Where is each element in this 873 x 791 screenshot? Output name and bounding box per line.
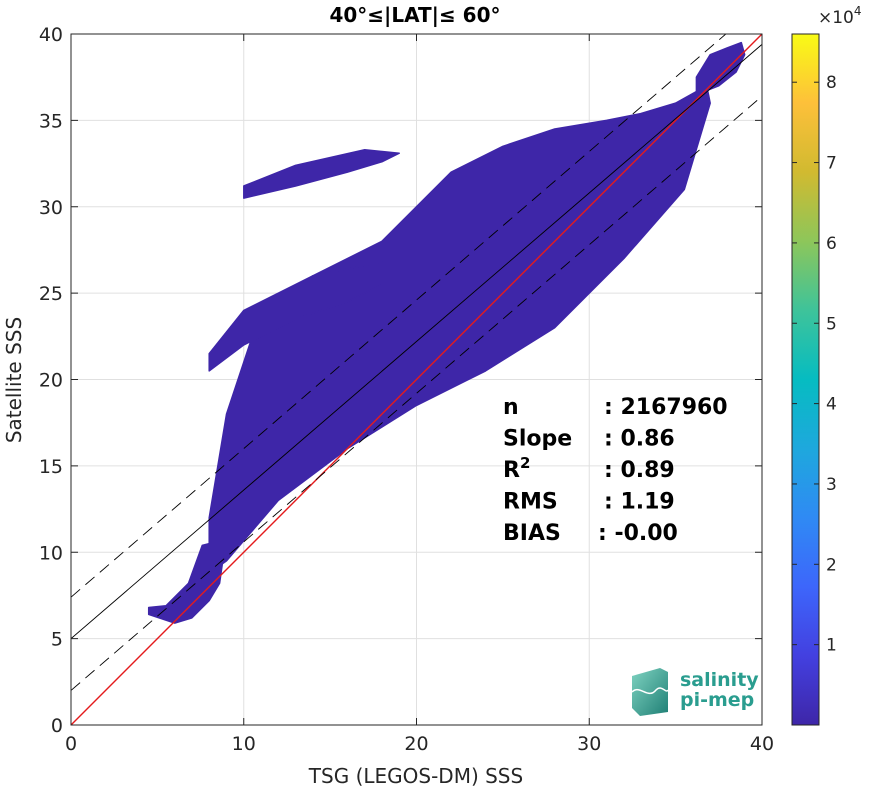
density-region-2 <box>695 41 746 96</box>
y-tick-label-7: 35 <box>39 110 63 132</box>
stat-label-3: RMS <box>503 490 558 515</box>
colorbar-tick-label-2: 3 <box>826 475 837 495</box>
x-tick-label-1: 10 <box>232 733 256 755</box>
regression-lines <box>71 34 762 725</box>
x-axis-title: TSG (LEGOS-DM) SSS <box>308 764 523 788</box>
stat-label-0: n <box>503 395 519 420</box>
y-tick-label-8: 40 <box>39 24 63 46</box>
x-tick-label-3: 30 <box>577 733 601 755</box>
y-tick-label-2: 10 <box>39 542 63 564</box>
density-cloud <box>147 41 746 624</box>
density-region-3 <box>243 148 400 199</box>
stat-label-4: BIAS <box>503 521 561 546</box>
logo-line2: pi-mep <box>680 689 754 711</box>
x-tick-label-0: 0 <box>65 733 77 755</box>
colorbar-ticks: 1 2 3 4 5 6 7 8 <box>792 73 837 656</box>
x-axis: 0 10 20 30 40 <box>65 34 774 755</box>
logo-wave <box>631 687 669 695</box>
colorbar-exponent-base: ×10 <box>818 8 854 28</box>
colorbar-tick-label-4: 5 <box>826 314 837 334</box>
colorbar-tick-label-3: 4 <box>826 395 837 415</box>
colorbar-tick-label-5: 6 <box>826 234 837 254</box>
chart-title: 40°≤|LAT|≤ 60° <box>329 3 500 27</box>
y-axis: 0 5 10 15 20 25 30 35 40 <box>39 24 762 737</box>
stat-value-1: : 0.86 <box>604 427 675 452</box>
density-region-4 <box>208 261 383 372</box>
stat-value-0: : 2167960 <box>604 395 728 420</box>
y-tick-label-1: 5 <box>51 629 63 651</box>
colorbar-tick-label-0: 1 <box>826 636 837 656</box>
logo-line1: salinity <box>680 669 759 691</box>
stat-label-1: Slope <box>503 427 572 452</box>
y-tick-label-6: 30 <box>39 197 63 219</box>
colorbar <box>791 33 820 726</box>
y-tick-label-3: 15 <box>39 456 63 478</box>
stat-label-sup-2: 2 <box>520 454 530 472</box>
colorbar-exponent: ×104 <box>818 4 862 28</box>
y-tick-label-4: 20 <box>39 370 63 392</box>
salinity-pi-mep-logo: salinity pi-mep <box>631 668 759 716</box>
colorbar-tick-label-1: 2 <box>826 555 837 575</box>
stat-value-2: : 0.89 <box>604 458 675 483</box>
y-tick-label-0: 0 <box>51 715 63 737</box>
colorbar-tick-label-7: 8 <box>826 73 837 93</box>
y-tick-label-5: 25 <box>39 283 63 305</box>
y-axis-title: Satellite SSS <box>2 317 26 443</box>
colorbar-tick-label-6: 7 <box>826 154 837 174</box>
stat-value-3: : 1.19 <box>604 490 675 515</box>
colorbar-exponent-power: 4 <box>854 4 862 18</box>
line-fit <box>71 44 762 639</box>
stat-value-4: : -0.00 <box>598 521 678 546</box>
logo-mark <box>632 668 668 716</box>
x-tick-label-2: 20 <box>404 733 428 755</box>
x-tick-label-4: 40 <box>750 733 774 755</box>
line-identity <box>71 34 762 725</box>
